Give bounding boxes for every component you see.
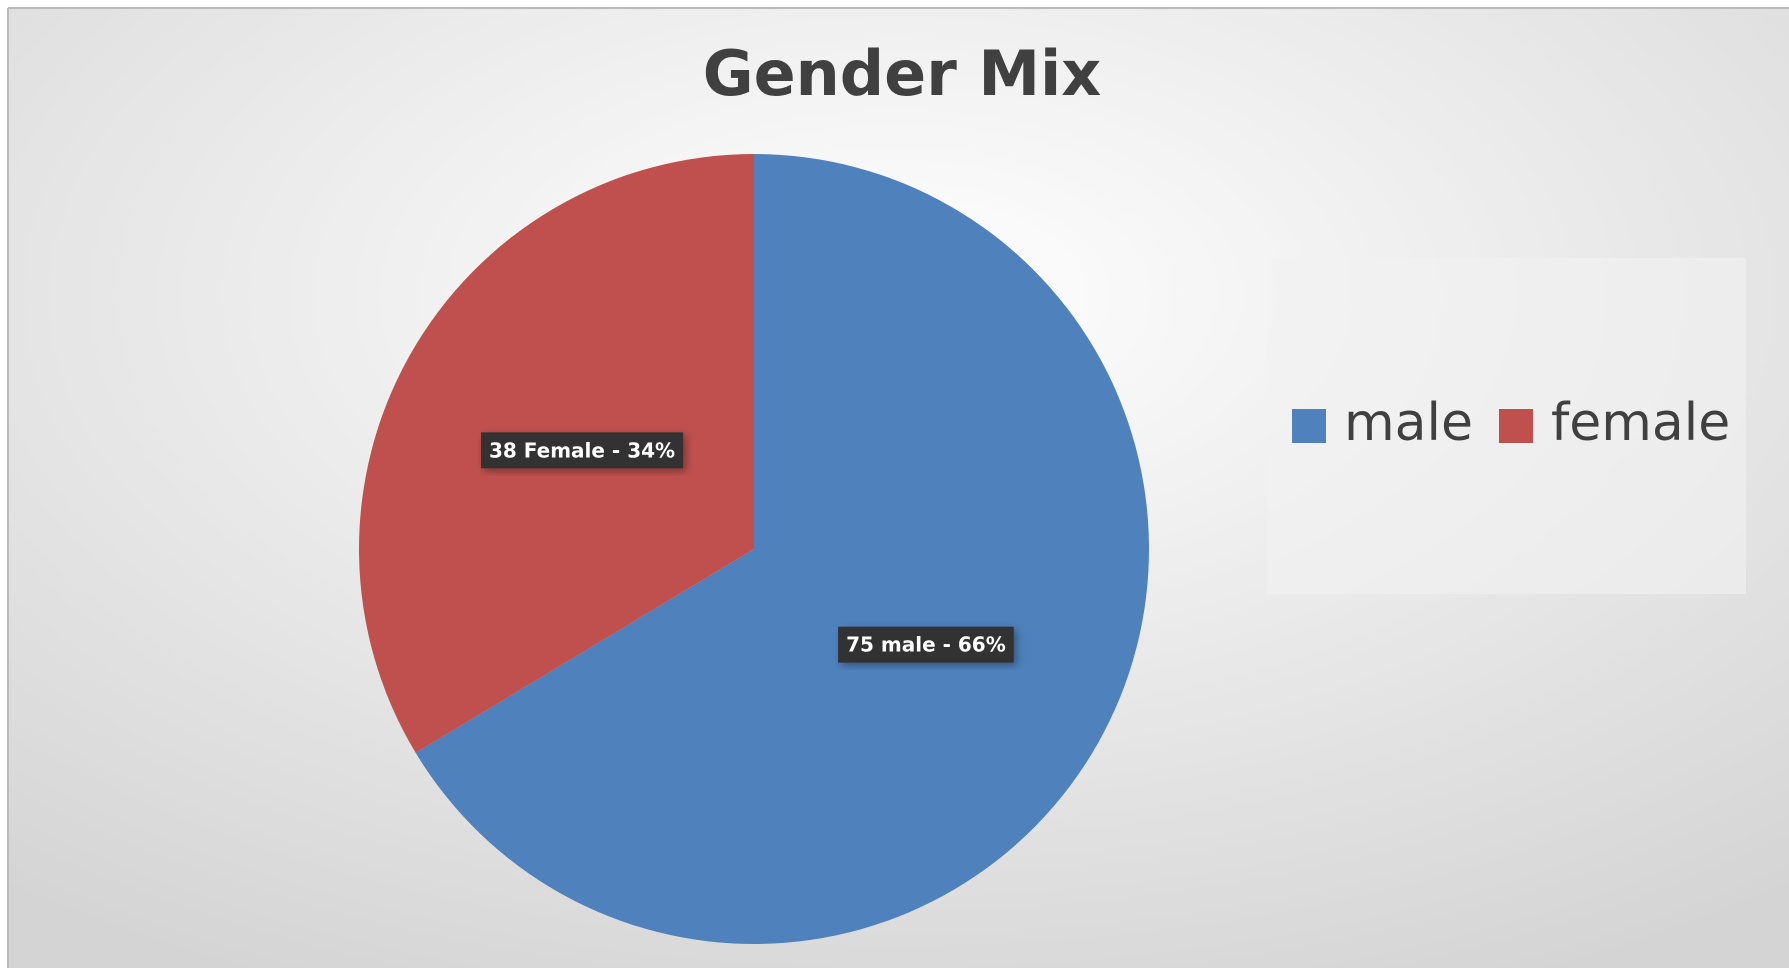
data-label-box — [481, 432, 684, 469]
data-label-box — [838, 626, 1014, 663]
legend-label: male — [1344, 393, 1473, 453]
legend-swatch — [1498, 409, 1533, 443]
data-label: 75 male - 66% — [846, 633, 1006, 657]
data-labels: 75 male - 66% 38 Female - 34% — [481, 432, 1014, 663]
legend: male female — [1292, 393, 1730, 453]
data-label: 38 Female - 34% — [489, 438, 675, 462]
pie-slice — [415, 154, 1149, 944]
chart-title: Gender Mix — [703, 37, 1102, 110]
legend-label: female — [1551, 393, 1730, 453]
legend-swatch — [1292, 409, 1326, 443]
pie — [359, 154, 1149, 944]
